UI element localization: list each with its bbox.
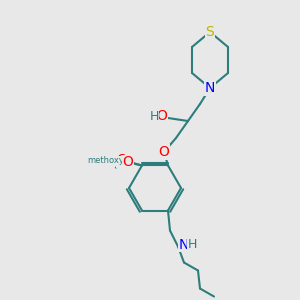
Text: methoxy: methoxy bbox=[88, 156, 124, 165]
Text: H: H bbox=[149, 110, 159, 122]
Text: N: N bbox=[179, 238, 189, 251]
Text: O: O bbox=[123, 155, 134, 170]
Text: H: H bbox=[187, 238, 197, 251]
Text: N: N bbox=[205, 81, 215, 95]
Text: O: O bbox=[159, 145, 170, 159]
Text: O: O bbox=[117, 154, 128, 167]
Text: O: O bbox=[157, 109, 167, 123]
Text: S: S bbox=[206, 25, 214, 39]
